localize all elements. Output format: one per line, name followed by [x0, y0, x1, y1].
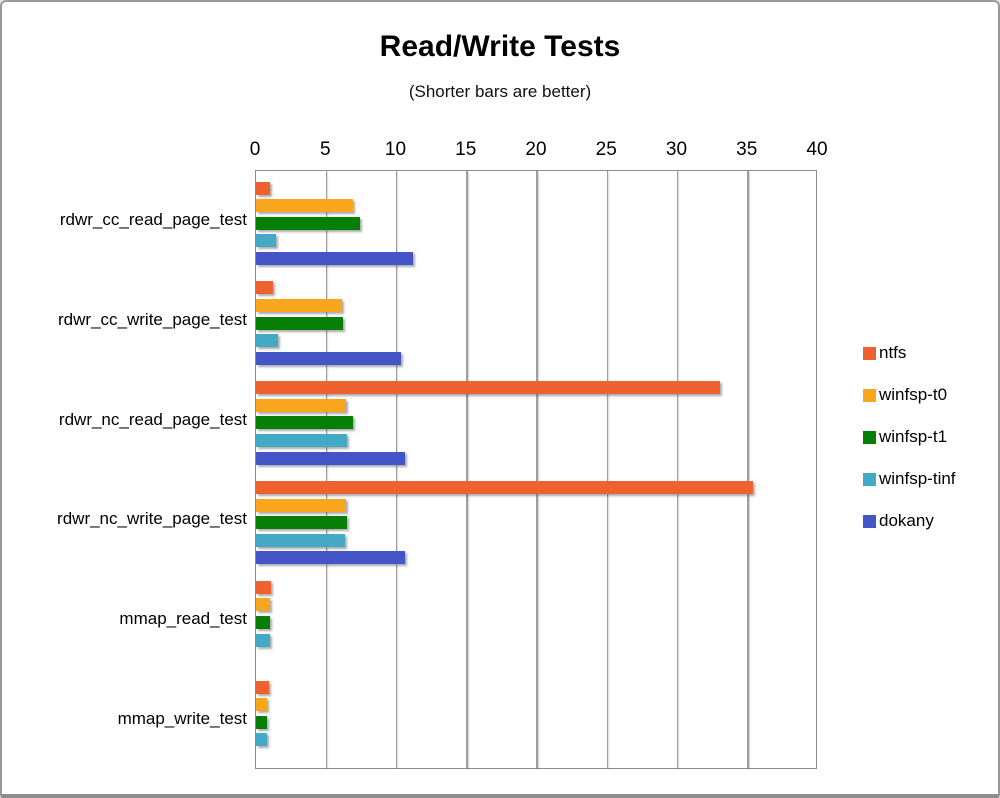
- bar-dokany: [256, 551, 405, 565]
- value-axis-tick-label: 5: [319, 139, 331, 160]
- bar-winfsp-t0: [256, 498, 346, 512]
- value-axis-tick-label: 25: [595, 139, 617, 160]
- value-axis-tick-label: 10: [384, 139, 407, 160]
- legend-item-winfsp-t1: winfsp-t1: [863, 427, 956, 446]
- bar-ntfs: [256, 181, 271, 195]
- chart-subtitle: (Shorter bars are better): [408, 82, 592, 101]
- category-label: rdwr_nc_write_page_test: [57, 509, 247, 529]
- value-axis-tick-label: 0: [249, 139, 261, 160]
- bar-dokany: [256, 451, 405, 465]
- gridline: [606, 171, 608, 768]
- category-label: rdwr_cc_read_page_test: [59, 209, 247, 229]
- gridline: [676, 171, 679, 768]
- bar-winfsp-tinf: [256, 533, 345, 547]
- bar-winfsp-tinf: [256, 633, 271, 647]
- gridline: [466, 171, 468, 768]
- category-label: mmap_write_test: [117, 709, 247, 729]
- legend-item-winfsp-t0: winfsp-t0: [863, 385, 956, 404]
- plot-area: [255, 170, 817, 769]
- gridline: [325, 171, 327, 768]
- legend-label: winfsp-t1: [879, 427, 948, 446]
- legend-item-dokany: dokany: [863, 511, 956, 530]
- bar-winfsp-t0: [256, 398, 346, 412]
- bar-winfsp-tinf: [256, 234, 276, 248]
- bar-ntfs: [256, 481, 754, 494]
- legend-item-ntfs: ntfs: [863, 343, 956, 362]
- bar-winfsp-t1: [256, 715, 268, 729]
- value-axis-tick-label: 35: [736, 139, 758, 160]
- category-label: mmap_read_test: [119, 609, 247, 629]
- legend-label: ntfs: [879, 343, 907, 362]
- bar-winfsp-t0: [256, 598, 271, 612]
- gridline: [536, 171, 538, 768]
- bar-winfsp-t0: [256, 199, 353, 213]
- gridline: [395, 171, 398, 768]
- bar-winfsp-t1: [256, 516, 348, 530]
- chart-title: Read/Write Tests: [379, 30, 621, 63]
- bar-ntfs: [256, 281, 273, 295]
- legend-label: winfsp-tinf: [879, 469, 956, 488]
- legend: ntfs winfsp-t0 winfsp-t1 winfsp-tinf dokany: [863, 343, 956, 554]
- bar-ntfs: [256, 580, 272, 594]
- bar-winfsp-t0: [256, 298, 342, 312]
- bar-ntfs: [256, 381, 720, 395]
- legend-label: winfsp-t0: [879, 385, 948, 404]
- legend-label: dokany: [879, 511, 934, 530]
- bar-dokany: [256, 251, 414, 265]
- legend-swatch-icon: [863, 472, 876, 486]
- legend-swatch-icon: [863, 388, 876, 402]
- value-axis-tick-label: 15: [455, 139, 477, 160]
- category-label: rdwr_nc_read_page_test: [58, 409, 247, 429]
- bar-winfsp-tinf: [256, 433, 348, 447]
- category-label: rdwr_cc_write_page_test: [58, 309, 247, 329]
- bar-winfsp-tinf: [256, 733, 268, 747]
- value-axis-tick-label: 20: [525, 139, 547, 160]
- bar-dokany: [256, 351, 401, 365]
- value-axis-tick-label: 40: [806, 139, 828, 160]
- legend-swatch-icon: [863, 430, 876, 444]
- legend-swatch-icon: [863, 346, 876, 360]
- value-axis-tick-label: 30: [665, 139, 688, 160]
- bar-ntfs: [256, 680, 269, 694]
- bar-winfsp-t1: [256, 416, 353, 430]
- legend-item-winfsp-tinf: winfsp-tinf: [863, 469, 956, 488]
- gridline: [747, 171, 749, 768]
- bar-winfsp-t1: [256, 216, 360, 230]
- bar-winfsp-t1: [256, 616, 271, 630]
- legend-swatch-icon: [863, 514, 876, 528]
- bar-winfsp-tinf: [256, 334, 279, 348]
- bar-winfsp-t1: [256, 316, 344, 330]
- bar-winfsp-t0: [256, 698, 268, 712]
